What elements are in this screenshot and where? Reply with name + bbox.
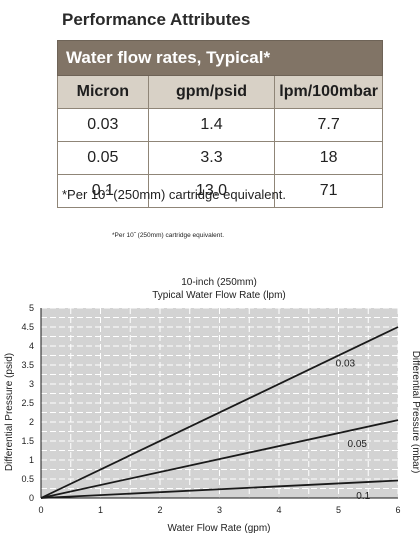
table-cell: 13.0 [147, 174, 276, 208]
small-footnote: *Per 10˝ (250mm) cartridge equivalent. [112, 232, 224, 239]
x-axis-label: Water Flow Rate (gpm) [168, 523, 271, 534]
y-tick-label: 3.5 [21, 360, 34, 370]
y-tick-label: 1 [29, 455, 34, 465]
series-line [40, 419, 399, 499]
table-row: 0.1 13.0 71 [57, 174, 383, 208]
y-axis-label-right: Differential Pressure (mbar) [410, 351, 420, 474]
x-tick-label: 4 [276, 505, 281, 515]
column-header-micron: Micron [57, 75, 149, 109]
grid-lines [40, 307, 399, 499]
table-cell: 0.1 [57, 174, 149, 208]
tick-labels: 0 1 2 3 4 5 6 0 0.5 1 1.5 2 2.5 3 3.5 4 4.5 5 [21, 303, 400, 515]
series-lines [40, 326, 399, 499]
series-label: 0.05 [348, 439, 368, 450]
y-tick-label: 0 [29, 493, 34, 503]
series-line [40, 326, 399, 499]
series-line [40, 479, 399, 499]
y-tick-label: 3 [29, 379, 34, 389]
x-tick-label: 5 [336, 505, 341, 515]
y-tick-label: 1.5 [21, 436, 34, 446]
chart-title: 10-inch (250mm) [181, 277, 257, 288]
x-tick-label: 2 [157, 505, 162, 515]
y-tick-label: 0.5 [21, 474, 34, 484]
table-cell: 3.3 [147, 141, 276, 175]
y-tick-label: 4.5 [21, 322, 34, 332]
x-tick-label: 6 [395, 505, 400, 515]
column-header-lpm-mbar: lpm/100mbar [274, 75, 383, 109]
y-tick-label: 4 [29, 341, 34, 351]
table-footnote: *Per 10˝ (250mm) cartridge equivalent. [62, 187, 286, 202]
x-tick-label: 1 [98, 505, 103, 515]
x-tick-label: 0 [38, 505, 43, 515]
series-label: 0.1 [356, 491, 370, 502]
y-tick-label: 2 [29, 417, 34, 427]
table-cell: 18 [274, 141, 383, 175]
table-cell: 0.03 [57, 108, 149, 142]
table-row: 0.05 3.3 18 [57, 141, 383, 175]
y-tick-label: 2.5 [21, 398, 34, 408]
table-cell: 71 [274, 174, 383, 208]
table-cell: 0.05 [57, 141, 149, 175]
column-header-gpm-psid: gpm/psid [147, 75, 276, 109]
table-title: Water flow rates, Typical* [57, 40, 383, 76]
flow-rate-table: Water flow rates, Typical* Micron gpm/ps… [57, 40, 383, 208]
series-labels: 0.03 0.05 0.1 [336, 358, 371, 501]
y-axis-label: Differential Pressure (psid) [4, 353, 15, 471]
table-cell: 1.4 [147, 108, 276, 142]
chart-subtitle: Typical Water Flow Rate (lpm) [152, 290, 286, 301]
axes [40, 308, 398, 499]
table-banner-row: Water flow rates, Typical* [57, 40, 383, 76]
x-tick-label: 3 [217, 505, 222, 515]
table-header-row: Micron gpm/psid lpm/100mbar [57, 75, 383, 109]
series-label: 0.03 [336, 358, 356, 369]
section-title: Performance Attributes [62, 10, 251, 29]
y-tick-label: 5 [29, 303, 34, 313]
